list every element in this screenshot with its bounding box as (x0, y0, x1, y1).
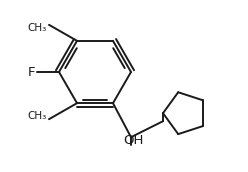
Text: CH₃: CH₃ (28, 111, 47, 121)
Text: CH₃: CH₃ (28, 23, 47, 33)
Text: F: F (28, 66, 35, 78)
Text: OH: OH (123, 134, 143, 147)
